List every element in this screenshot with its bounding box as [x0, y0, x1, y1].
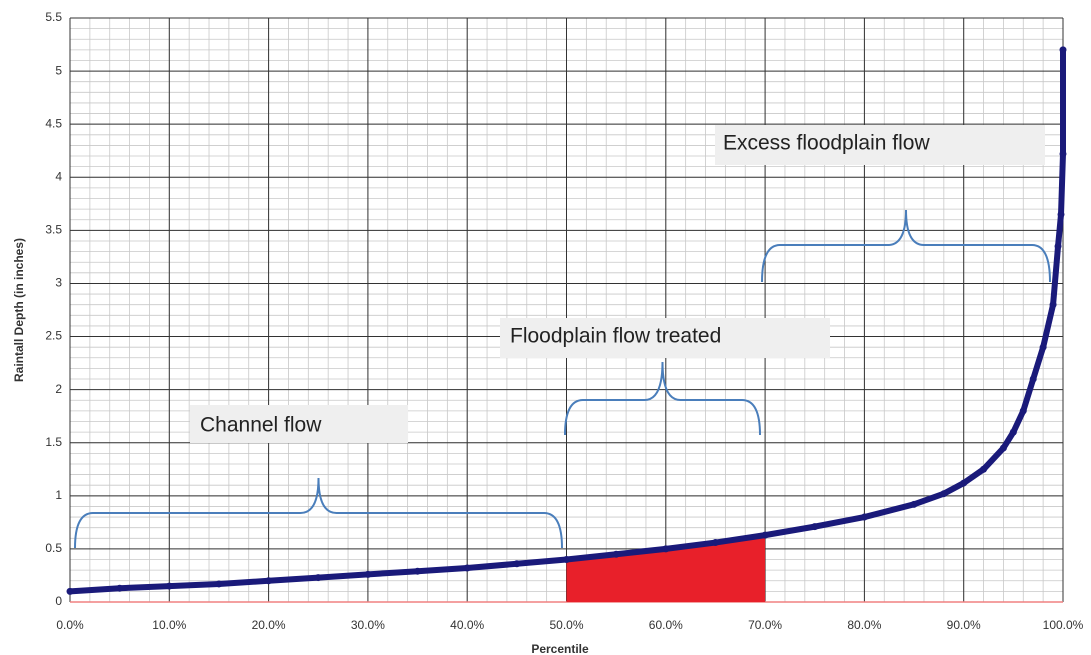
data-point	[811, 523, 819, 531]
shaded-area	[566, 535, 766, 602]
data-point	[1029, 375, 1037, 383]
y-tick-label: 4.5	[45, 116, 62, 130]
y-tick-label: 3	[55, 276, 62, 290]
y-tick-label: 5.5	[45, 10, 62, 24]
data-point	[1019, 407, 1027, 415]
y-tick-label: 0.5	[45, 541, 62, 555]
x-tick-label: 10.0%	[152, 618, 186, 632]
x-tick-label: 80.0%	[847, 618, 881, 632]
x-tick-label: 100.0%	[1043, 618, 1084, 632]
brace	[761, 209, 1051, 283]
x-tick-label: 90.0%	[947, 618, 981, 632]
data-point	[265, 577, 273, 585]
data-point	[860, 513, 868, 521]
data-point	[1059, 46, 1067, 54]
annotation-box	[715, 125, 1045, 165]
data-point	[711, 539, 719, 547]
data-point	[1057, 210, 1065, 218]
data-point	[999, 444, 1007, 452]
y-tick-label: 4	[55, 169, 62, 183]
y-tick-label: 2	[55, 382, 62, 396]
x-tick-label: 60.0%	[649, 618, 683, 632]
data-point	[1009, 428, 1017, 436]
data-point	[414, 567, 422, 575]
data-point	[940, 490, 948, 498]
x-tick-label: 50.0%	[549, 618, 583, 632]
x-tick-label: 40.0%	[450, 618, 484, 632]
data-point	[165, 582, 173, 590]
data-point	[612, 550, 620, 558]
data-point	[960, 479, 968, 487]
x-tick-label: 20.0%	[252, 618, 286, 632]
annotation: Excess floodplain flow	[723, 132, 930, 155]
brace	[564, 361, 761, 436]
annotation-box	[500, 318, 830, 358]
brace	[74, 477, 563, 549]
data-point	[1049, 301, 1057, 309]
data-point	[215, 580, 223, 588]
x-axis-label: Percentile	[531, 642, 589, 655]
data-point	[910, 500, 918, 508]
y-axis-label: Raintall Depth (in inches)	[12, 238, 26, 382]
data-point	[116, 584, 124, 592]
data-point	[1054, 242, 1062, 250]
x-tick-label: 0.0%	[56, 618, 84, 632]
y-tick-label: 2.5	[45, 329, 62, 343]
data-point	[662, 545, 670, 553]
data-point	[364, 570, 372, 578]
annotation-box	[190, 405, 408, 443]
data-point	[761, 531, 769, 539]
data-point	[1039, 343, 1047, 351]
annotation: Floodplain flow treated	[510, 325, 721, 348]
y-tick-label: 3.5	[45, 223, 62, 237]
y-tick-label: 1	[55, 488, 62, 502]
y-tick-label: 0	[55, 594, 62, 608]
data-point	[314, 574, 322, 582]
y-tick-label: 5	[55, 63, 62, 77]
data-point	[1059, 150, 1067, 158]
data-point	[463, 564, 471, 572]
data-point	[513, 560, 521, 568]
data-point	[66, 587, 74, 595]
data-point	[980, 465, 988, 473]
y-tick-label: 1.5	[45, 435, 62, 449]
x-tick-label: 70.0%	[748, 618, 782, 632]
data-point	[563, 556, 570, 564]
annotation: Channel flow	[200, 414, 322, 437]
x-tick-label: 30.0%	[351, 618, 385, 632]
